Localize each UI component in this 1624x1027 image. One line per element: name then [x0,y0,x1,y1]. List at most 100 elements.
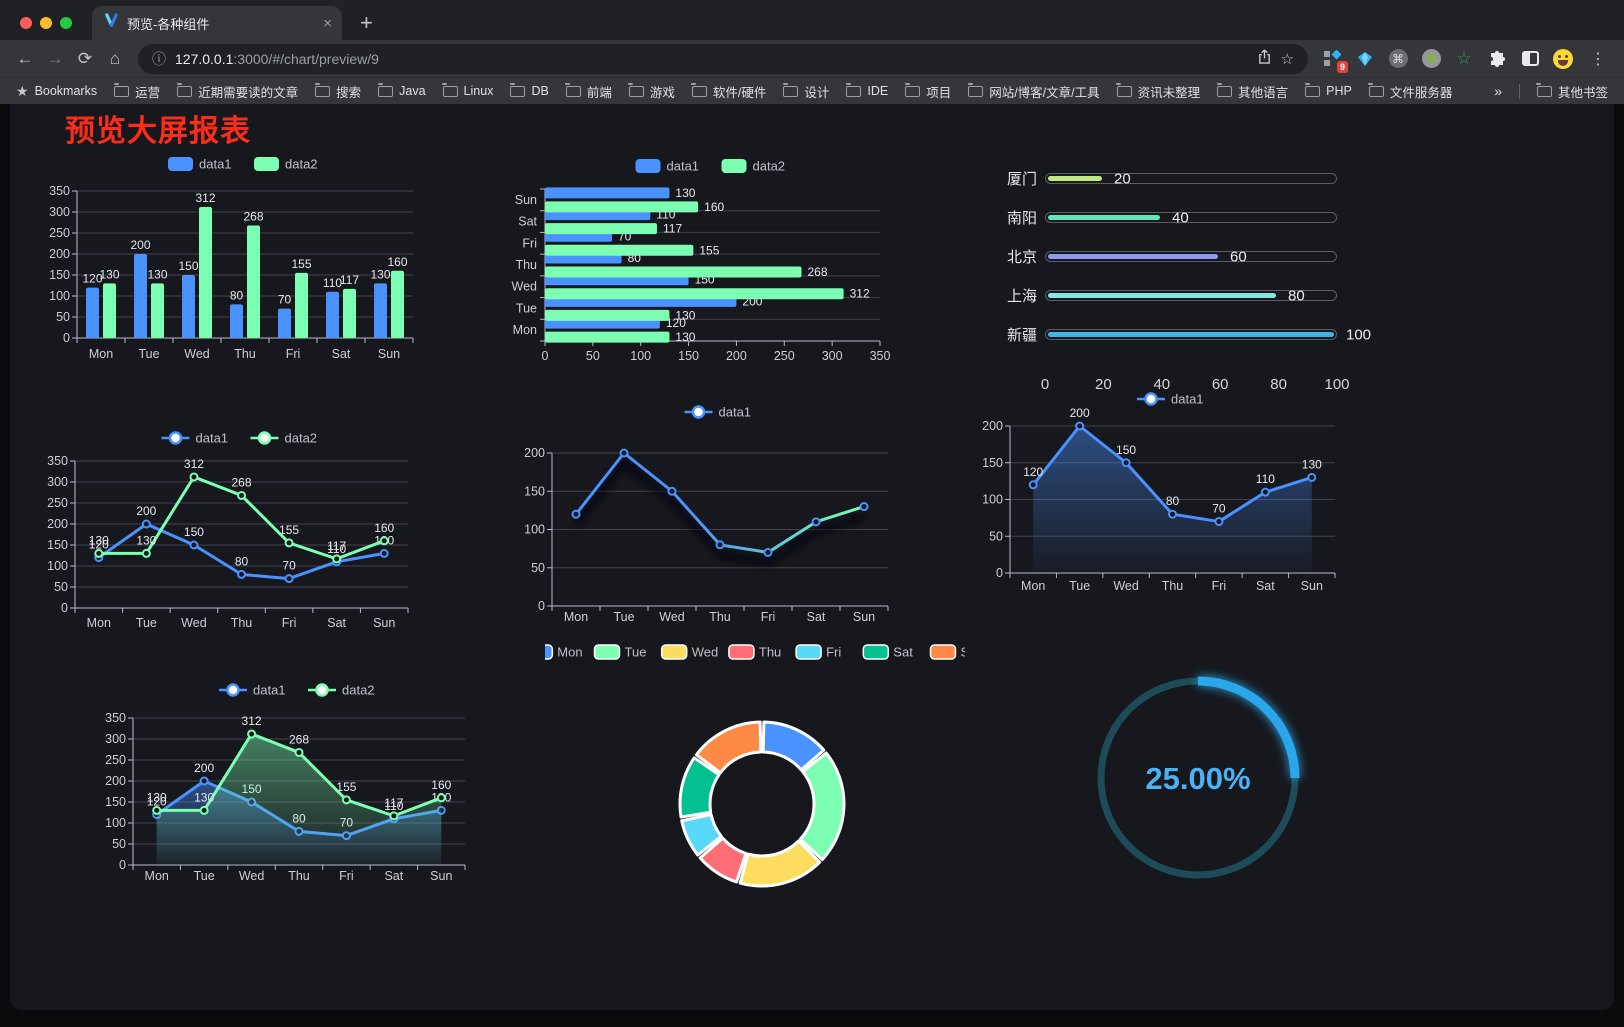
svg-text:Sat: Sat [807,610,826,624]
chart-progress-bars[interactable]: 厦门 20 南阳 40 北京 60 上海 80 新疆 100 0 20 40 60 80 100 [985,159,1371,393]
svg-text:120: 120 [89,538,109,552]
svg-text:117: 117 [340,273,359,287]
bookmark-item[interactable]: 网站/博客/文章/工具 [967,82,1100,101]
chart-bar-horizontal[interactable]: Mon Tue Wed Thu Fri Sat Sun 0 50 100 150 200 250 300 3… [500,154,900,366]
svg-text:Wed: Wed [181,616,207,630]
svg-text:130: 130 [147,267,167,281]
chart-canvas: 0 50 100 150 200 250 300 350 Mon Tue Wed Thu Fri Sat S… [105,683,466,883]
svg-text:130: 130 [136,533,156,547]
bookmark-item[interactable]: IDE [845,82,888,98]
svg-text:120: 120 [147,795,167,809]
progress-row: 厦门 20 [985,159,1365,198]
svg-text:data1: data1 [719,405,752,420]
bookmark-item[interactable]: 搜索 [314,82,361,101]
svg-text:250: 250 [105,753,126,767]
svg-text:120: 120 [82,272,102,286]
bookmark-item[interactable]: 软件/硬件 [691,82,766,101]
bookmark-item[interactable]: DB [509,82,549,98]
extension-grid-icon[interactable]: 9 [1322,49,1348,73]
bookmarks-overflow-chevron[interactable]: » [1494,83,1502,99]
folder-icon [1216,82,1233,97]
svg-text:Tue: Tue [613,610,634,624]
svg-text:200: 200 [194,761,214,775]
bookmark-item[interactable]: 运营 [113,82,160,101]
bookmark-label: 资讯未整理 [1137,85,1201,100]
folder-icon [1304,82,1321,97]
svg-text:80: 80 [1166,494,1180,508]
bookmark-item[interactable]: 其他语言 [1216,82,1288,101]
chart-bar-grouped[interactable]: 0 50 100 150 200 250 300 350 Mon Tue Wed Thu Fri Sat S… [40,151,460,366]
bookmark-item[interactable]: 文件服务器 [1368,82,1452,101]
svg-text:Sat: Sat [518,215,537,229]
site-favicon-icon [104,13,119,33]
bookmark-item[interactable]: Java [377,82,426,98]
svg-text:50: 50 [54,580,68,594]
chart-gauge[interactable]: 25.00% [1085,649,1315,907]
site-info-icon[interactable]: ⓘ [152,50,166,67]
bookmark-label: 前端 [586,85,612,100]
chart-canvas: 25.00% [1097,676,1300,879]
new-tab-button[interactable]: + [360,10,373,35]
bookmark-item[interactable]: 近期需要读的文章 [176,82,298,101]
svg-text:data1: data1 [199,157,232,172]
share-icon[interactable] [1257,48,1272,69]
svg-text:130: 130 [370,267,390,281]
bookmark-item[interactable]: 前端 [565,82,612,101]
bookmark-label: DB [531,84,549,98]
chart-area-two-series[interactable]: 0 50 100 150 200 250 300 350 Mon Tue Wed Thu Fri Sat S… [95,674,485,896]
svg-text:110: 110 [323,276,342,290]
window-minimize-button[interactable] [40,17,52,29]
svg-text:0: 0 [542,349,549,363]
other-bookmarks[interactable]: 其他书签 [1536,82,1608,101]
extensions-puzzle-icon[interactable] [1487,49,1507,69]
address-bar[interactable]: ⓘ 127.0.0.1:3000/#/chart/preview/9 ☆ [138,43,1308,74]
svg-text:312: 312 [850,287,870,301]
bookmark-item[interactable]: 游戏 [628,82,675,101]
window-zoom-button[interactable] [60,17,72,29]
recorder-extension-icon[interactable] [1421,49,1441,69]
svg-text:110: 110 [384,799,403,813]
forward-button[interactable]: → [46,48,64,68]
tab-close-icon[interactable]: × [323,14,332,32]
window-close-button[interactable] [20,17,32,29]
chart-donut[interactable]: Mon Tue Wed Thu Fri Sat Sun [526,639,984,901]
svg-text:Tue: Tue [194,869,215,883]
svg-text:350: 350 [49,184,70,198]
progress-value: 80 [1288,287,1305,304]
bookmark-item[interactable]: 资讯未整理 [1116,82,1201,101]
progress-row: 新疆 100 [985,315,1371,354]
bookmarks-divider [1518,83,1520,99]
bookmark-item[interactable]: 项目 [904,82,951,101]
gem-extension-icon[interactable] [1355,49,1375,69]
command-extension-icon[interactable]: ⌘ [1388,49,1408,69]
bookmark-item[interactable]: Linux [442,82,493,98]
svg-text:200: 200 [49,247,70,261]
bookmark-star-icon[interactable]: ☆ [1280,50,1294,68]
svg-text:Mon: Mon [557,645,582,660]
home-button[interactable]: ⌂ [109,48,121,68]
svg-text:50: 50 [531,561,545,575]
browser-menu-icon[interactable]: ⋮ [1590,50,1606,68]
svg-text:data1: data1 [1171,392,1204,407]
svg-text:312: 312 [242,714,262,728]
browser-tab[interactable]: 预览-各种组件 × [92,6,342,40]
svg-text:0: 0 [63,331,70,345]
profile-avatar-icon[interactable] [1553,48,1573,69]
chart-line-two-series[interactable]: 0 50 100 150 200 250 300 350 Mon Tue Wed Thu Fri Sat S… [40,424,460,636]
star-extension-icon[interactable]: ☆ [1456,49,1472,68]
svg-text:Sat: Sat [893,645,913,660]
folder-icon [377,82,394,97]
progress-row: 南阳 40 [985,198,1365,237]
chart-line-gradient[interactable]: 0 50 100 150 200 Mon Tue Wed Thu Fri Sat Sun data1 [515,399,905,631]
bookmark-items: 运营 近期需要读的文章 搜索 Java Linux DB 前端 游戏 软件/硬件 设计 IDE 项目 网… [113,82,1452,101]
bookmark-item[interactable]: 设计 [782,82,829,101]
chart-area-single[interactable]: 0 50 100 150 200 Mon Tue Wed Thu Fri Sat Sun 120 200 1… [965,389,1365,601]
svg-text:268: 268 [808,265,828,279]
back-button[interactable]: ← [16,48,34,68]
bookmarks-manager[interactable]: ★ Bookmarks [16,83,97,100]
bookmark-item[interactable]: PHP [1304,82,1352,98]
svg-text:data2: data2 [753,159,786,174]
reload-button[interactable]: ⟳ [77,48,93,68]
svg-text:155: 155 [279,523,299,537]
sidebar-toggle-icon[interactable] [1520,49,1540,69]
